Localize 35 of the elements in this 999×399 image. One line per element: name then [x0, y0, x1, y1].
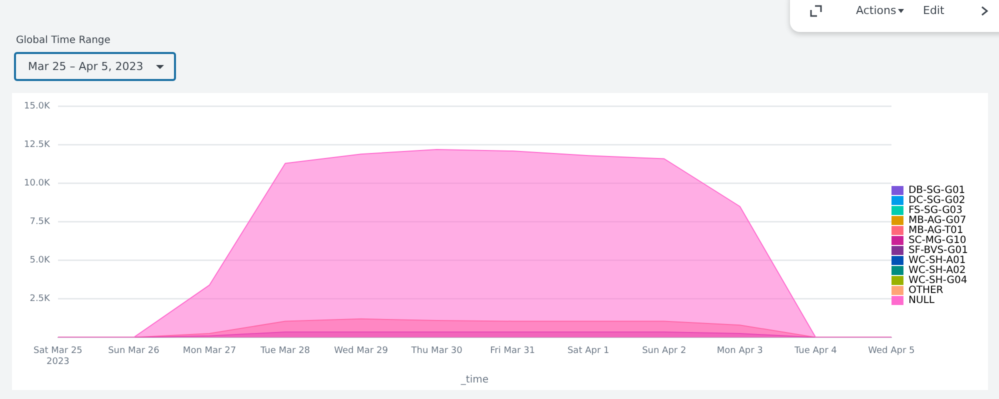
x-tick-label: Mon Apr 3: [716, 346, 763, 356]
text: Actions: [856, 4, 898, 17]
legend-label: SF-BVS-G01: [908, 245, 968, 256]
text: Mar 25 – Apr 5, 2023: [28, 60, 144, 73]
x-tick-label: Thu Mar 30: [410, 346, 463, 356]
x-tick-label: Sat Mar 25 2023: [33, 346, 82, 367]
text: Global Time Range: [16, 35, 110, 46]
x-tick-label: Fri Mar 31: [490, 346, 536, 356]
x-axis-title: _time: [460, 374, 488, 386]
legend-label: DB-SG-G01: [908, 185, 966, 196]
legend-label: SC-MG-G10: [908, 235, 966, 246]
y-tick-label: 5.0K: [30, 256, 52, 266]
legend-label: MB-AG-G07: [908, 215, 966, 226]
legend-label: FS-SG-G03: [908, 205, 963, 216]
x-tick-label: Tue Apr 4: [793, 346, 838, 356]
x-tick-label: Sun Mar 26: [108, 346, 160, 356]
text: Edit: [923, 4, 944, 17]
legend-label: NULL: [908, 295, 935, 306]
x-tick-label: Sun Apr 2: [642, 346, 686, 356]
legend-label: OTHER: [908, 285, 944, 296]
x-tick-label: Wed Apr 5: [868, 346, 915, 356]
legend-label: MB-AG-T01: [908, 225, 964, 236]
x-tick-label: Tue Mar 28: [260, 346, 310, 356]
y-tick-label: 2.5K: [30, 294, 52, 304]
legend-label: WC-SH-A01: [908, 255, 966, 266]
x-tick-label: Mon Mar 27: [182, 346, 236, 356]
y-tick-label: 12.5K: [24, 140, 52, 150]
legend-label: WC-SH-G04: [908, 275, 968, 286]
y-tick-label: 7.5K: [30, 217, 52, 228]
legend-label: WC-SH-A02: [908, 265, 966, 276]
y-tick-label: 10.0K: [24, 178, 52, 189]
legend-label: DC-SG-G02: [908, 195, 966, 206]
x-tick-label: Wed Mar 29: [334, 346, 388, 356]
y-tick-label: 15.0K: [24, 102, 52, 112]
x-tick-label: Sat Apr 1: [567, 346, 610, 356]
